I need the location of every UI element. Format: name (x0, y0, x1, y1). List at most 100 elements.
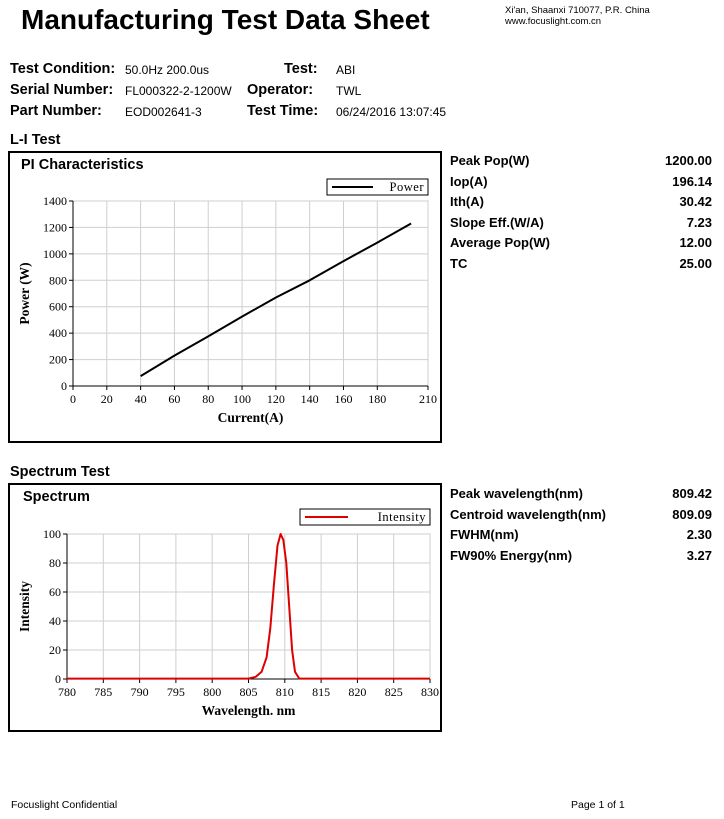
y-tick-label: 1400 (43, 194, 67, 208)
x-tick-label: 40 (135, 392, 147, 406)
y-tick-label: 1000 (43, 247, 67, 261)
spectrum-param-row: FW90% Energy(nm) 3.27 (450, 548, 712, 569)
li-param-label: TC (450, 256, 468, 271)
y-tick-label: 1200 (43, 220, 67, 234)
x-tick-label: 810 (276, 685, 294, 699)
x-tick-label: 140 (301, 392, 319, 406)
li-param-row: Iop(A) 196.14 (450, 174, 712, 195)
spectrum-chart-panel: Spectrum 780 785 790 795 800 805 810 815 820 825 8… (8, 483, 442, 732)
legend-box (299, 508, 431, 526)
footer-page-number: Page 1 of 1 (571, 799, 625, 811)
legend-label: Intensity (378, 510, 426, 524)
test-time-value: 06/24/2016 13:07:45 (336, 105, 447, 119)
li-param-value: 12.00 (679, 235, 712, 251)
address-line: Xi'an, Shaanxi 710077, P.R. China (505, 5, 650, 16)
x-tick-label: 210 (419, 392, 437, 406)
operator-value: TWL (336, 84, 362, 98)
pi-chart: 0 20 40 60 80 100 120 140 160 180 210 0 200 400 600 800… (17, 178, 437, 425)
test-value: ABI (336, 63, 356, 77)
test-time-label: Test Time: (247, 103, 319, 119)
page-title: Manufacturing Test Data Sheet (21, 4, 430, 35)
spectrum-param-row: FWHM(nm) 2.30 (450, 527, 712, 548)
test-label: Test: (284, 61, 318, 77)
li-param-label: Average Pop(W) (450, 235, 550, 251)
footer-confidential: Focuslight Confidential (11, 799, 118, 811)
x-tick-label: 0 (70, 392, 76, 406)
spectrum-param-value: 809.09 (672, 506, 712, 522)
li-param-value: 1200.00 (665, 153, 712, 168)
spectrum-param-row: Peak wavelength(nm) 809.42 (450, 486, 712, 507)
pi-chart-title: PI Characteristics (21, 157, 144, 173)
x-tick-label: 795 (167, 685, 185, 699)
y-axis-label: Intensity (17, 581, 32, 632)
li-param-row: Average Pop(W) 12.00 (450, 235, 712, 256)
y-tick-label: 800 (49, 273, 67, 287)
x-tick-label: 160 (334, 392, 352, 406)
test-condition-value: 50.0Hz 200.0us (125, 63, 210, 77)
x-tick-label: 60 (168, 392, 180, 406)
li-section-title: L-I Test (10, 132, 61, 148)
x-tick-label: 825 (385, 685, 403, 699)
x-tick-label: 180 (368, 392, 386, 406)
li-param-label: Slope Eff.(W/A) (450, 214, 544, 230)
spectrum-param-value: 3.27 (686, 547, 712, 563)
pi-chart-panel: PI Characteristics 0 20 40 60 80 100 120 140 160… (8, 151, 442, 443)
spectrum-chart: 780 785 790 795 800 805 810 815 820 825 830 0 20 40 60… (17, 508, 439, 718)
website: www.focuslight.com.cn (505, 16, 602, 27)
spectrum-param-label: Peak wavelength(nm) (450, 486, 583, 501)
li-param-label: Peak Pop(W) (450, 153, 530, 168)
x-axis-label: Current(A) (218, 410, 284, 425)
spectrum-section-title: Spectrum Test (10, 464, 110, 480)
operator-label: Operator: (247, 82, 314, 98)
x-tick-label: 820 (348, 685, 366, 699)
x-tick-label: 120 (267, 392, 285, 406)
li-param-value: 7.23 (686, 214, 712, 230)
x-tick-label: 100 (233, 392, 251, 406)
spectrum-param-label: Centroid wavelength(nm) (450, 506, 607, 522)
li-param-row: TC 25.00 (450, 256, 712, 277)
y-tick-label: 0 (55, 672, 61, 686)
legend-box (326, 178, 429, 196)
x-tick-label: 780 (58, 685, 76, 699)
serial-number-label: Serial Number: (10, 82, 114, 98)
test-condition-label: Test Condition: (10, 61, 116, 77)
spectrum-param-value: 809.42 (672, 486, 712, 501)
y-tick-label: 100 (43, 527, 61, 541)
li-param-value: 30.42 (679, 194, 712, 210)
li-param-label: Ith(A) (450, 194, 484, 210)
y-tick-label: 20 (49, 643, 61, 657)
spectrum-param-label: FW90% Energy(nm) (450, 547, 573, 563)
y-tick-label: 80 (49, 556, 61, 570)
x-tick-label: 815 (312, 685, 330, 699)
li-param-row: Peak Pop(W) 1200.00 (450, 153, 712, 174)
li-param-value: 196.14 (672, 173, 712, 189)
x-tick-label: 785 (94, 685, 112, 699)
company-address: Xi'an, Shaanxi 710077, P.R. China www.fo… (505, 0, 650, 27)
part-number-value: EOD002641-3 (125, 105, 202, 119)
y-tick-label: 200 (49, 353, 67, 367)
plot-area (72, 200, 429, 387)
spectrum-param-row: Centroid wavelength(nm) 809.09 (450, 507, 712, 528)
x-tick-label: 80 (202, 392, 214, 406)
x-tick-label: 830 (421, 685, 439, 699)
x-tick-label: 790 (131, 685, 149, 699)
y-tick-label: 0 (61, 379, 67, 393)
serial-number-value: FL000322-2-1200W (125, 84, 232, 98)
spectrum-param-label: FWHM(nm) (450, 527, 519, 543)
li-param-label: Iop(A) (450, 173, 488, 189)
legend-label: Power (390, 180, 425, 194)
series-line-intensity (67, 533, 430, 680)
y-tick-label: 60 (49, 585, 61, 599)
x-axis-label: Wavelength. nm (202, 703, 297, 718)
part-number-label: Part Number: (10, 103, 102, 119)
y-tick-label: 600 (49, 300, 67, 314)
spectrum-chart-title: Spectrum (23, 489, 90, 505)
x-tick-label: 800 (203, 685, 221, 699)
li-param-row: Slope Eff.(W/A) 7.23 (450, 215, 712, 236)
x-tick-label: 805 (240, 685, 258, 699)
spectrum-param-value: 2.30 (686, 527, 712, 543)
y-tick-label: 400 (49, 326, 67, 340)
y-axis-label: Power (W) (17, 262, 32, 324)
li-param-row: Ith(A) 30.42 (450, 194, 712, 215)
series-line-power (140, 222, 412, 377)
